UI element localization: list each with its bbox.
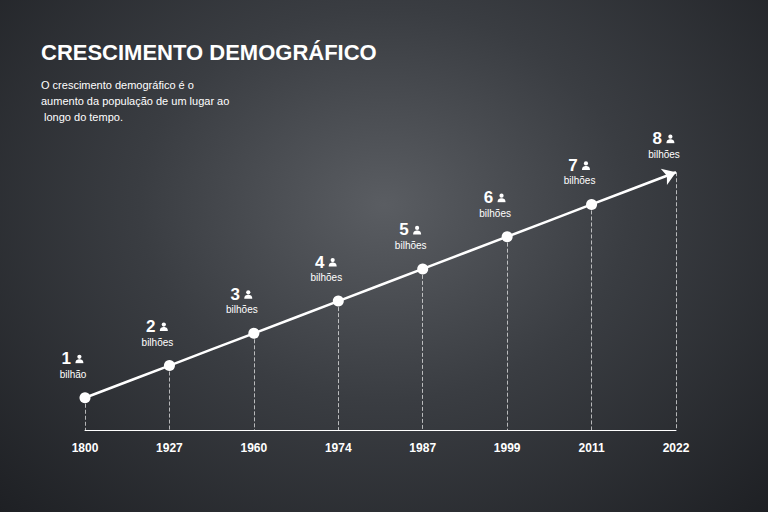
svg-text:bilhões: bilhões xyxy=(479,208,511,219)
svg-text:6: 6 xyxy=(484,188,493,207)
svg-text:bilhões: bilhões xyxy=(142,337,174,348)
svg-text:1974: 1974 xyxy=(325,441,352,455)
svg-text:bilhão: bilhão xyxy=(60,369,87,380)
svg-text:1987: 1987 xyxy=(409,441,436,455)
svg-text:longo do tempo.: longo do tempo. xyxy=(41,111,123,123)
svg-text:2: 2 xyxy=(146,317,155,336)
svg-text:4: 4 xyxy=(314,252,325,272)
svg-text:3: 3 xyxy=(230,285,239,304)
svg-text:bilhões: bilhões xyxy=(310,272,342,283)
svg-text:bilhões: bilhões xyxy=(648,149,680,160)
svg-text:1960: 1960 xyxy=(241,441,268,455)
svg-text:1999: 1999 xyxy=(494,441,521,455)
svg-text:aumento da população de um lug: aumento da população de um lugar ao xyxy=(41,95,229,107)
svg-text:CRESCIMENTO DEMOGRÁFICO: CRESCIMENTO DEMOGRÁFICO xyxy=(41,40,377,65)
svg-text:bilhões: bilhões xyxy=(226,304,258,315)
svg-text:1927: 1927 xyxy=(156,441,183,455)
svg-text:2022: 2022 xyxy=(663,441,690,455)
svg-text:1: 1 xyxy=(62,349,71,368)
svg-text:5: 5 xyxy=(399,220,408,239)
svg-text:O crescimento demográfico é o: O crescimento demográfico é o xyxy=(41,79,197,91)
svg-text:7: 7 xyxy=(568,156,577,175)
svg-text:2011: 2011 xyxy=(579,441,605,455)
svg-text:bilhões: bilhões xyxy=(564,175,596,186)
svg-text:1800: 1800 xyxy=(72,441,99,455)
svg-text:bilhões: bilhões xyxy=(395,240,427,251)
svg-text:8: 8 xyxy=(653,129,662,148)
